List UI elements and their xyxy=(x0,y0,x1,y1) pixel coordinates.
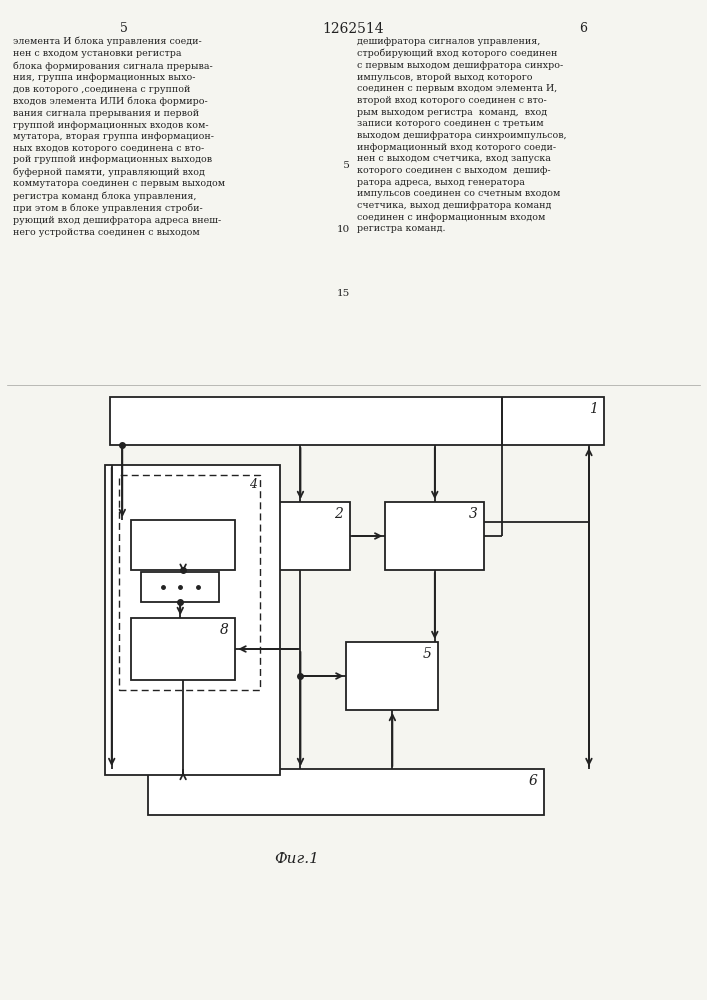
Bar xyxy=(131,520,235,570)
Text: 4: 4 xyxy=(249,478,257,491)
Text: 6: 6 xyxy=(528,774,537,788)
Text: 5: 5 xyxy=(422,647,431,661)
Bar xyxy=(131,618,235,680)
Bar xyxy=(119,475,260,690)
Text: 8: 8 xyxy=(219,623,228,637)
Text: 2: 2 xyxy=(334,507,343,521)
Text: 5: 5 xyxy=(340,160,350,169)
Text: 5: 5 xyxy=(119,22,128,35)
Bar xyxy=(385,502,484,570)
Text: 6: 6 xyxy=(579,22,588,35)
Bar xyxy=(141,572,219,602)
Text: 1262514: 1262514 xyxy=(322,22,385,36)
Bar xyxy=(346,642,438,710)
Text: 1: 1 xyxy=(588,402,597,416)
Text: 10: 10 xyxy=(337,226,350,234)
Bar xyxy=(251,502,350,570)
Text: дешифратора сигналов управления,
стробирующий вход которого соединен
с первым вы: дешифратора сигналов управления, стробир… xyxy=(357,37,566,233)
Text: 15: 15 xyxy=(337,288,350,298)
Bar xyxy=(110,397,604,445)
Text: Фиг.1: Фиг.1 xyxy=(274,852,320,866)
Text: элемента И блока управления соеди-
нен с входом установки регистра
блока формиро: элемента И блока управления соеди- нен с… xyxy=(13,37,225,237)
Bar xyxy=(148,769,544,815)
Bar xyxy=(105,465,280,775)
Text: 3: 3 xyxy=(468,507,477,521)
